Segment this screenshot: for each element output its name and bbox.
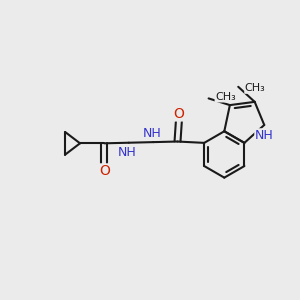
Text: NH: NH xyxy=(142,127,161,140)
Text: CH₃: CH₃ xyxy=(245,83,266,93)
Text: NH: NH xyxy=(118,146,137,159)
Text: O: O xyxy=(174,107,184,121)
Text: CH₃: CH₃ xyxy=(215,92,236,102)
Text: O: O xyxy=(99,164,110,178)
Text: NH: NH xyxy=(255,129,274,142)
